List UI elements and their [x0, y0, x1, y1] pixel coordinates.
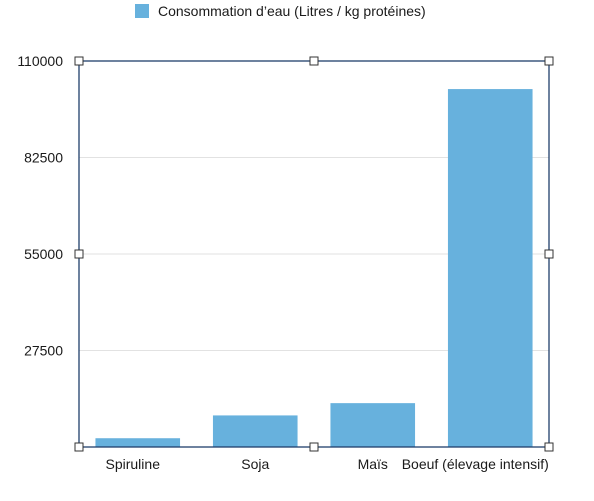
x-axis-category-labels: Spiruline Soja Maïs Boeuf (élevage intensif…: [106, 456, 549, 472]
resize-handle[interactable]: [74, 56, 84, 66]
legend-label: Consommation d’eau (Litres / kg protéine…: [158, 3, 426, 19]
y-tick-label: 110000: [17, 53, 63, 69]
bar[interactable]: [330, 403, 416, 447]
bar[interactable]: [95, 438, 181, 447]
bars: [95, 89, 533, 447]
x-category-label: Maïs: [358, 456, 388, 472]
x-category-label: Spiruline: [106, 456, 161, 472]
y-tick-label: 55000: [24, 246, 63, 262]
x-category-label: Soja: [241, 456, 269, 472]
resize-handle[interactable]: [544, 249, 554, 259]
y-axis-tick-labels: 27500 55000 82500 110000: [17, 53, 63, 359]
y-tick-label: 82500: [24, 150, 63, 166]
resize-handle[interactable]: [74, 249, 84, 259]
resize-handle[interactable]: [544, 56, 554, 66]
x-category-label: Boeuf (élevage intensif): [402, 456, 549, 472]
resize-handle[interactable]: [544, 442, 554, 452]
y-tick-label: 27500: [24, 343, 63, 359]
resize-handle[interactable]: [309, 56, 319, 66]
resize-handle[interactable]: [74, 442, 84, 452]
selection-handles[interactable]: [74, 56, 554, 452]
bar[interactable]: [447, 89, 533, 447]
bar[interactable]: [212, 415, 298, 447]
resize-handle[interactable]: [309, 442, 319, 452]
legend: Consommation d’eau (Litres / kg protéine…: [135, 3, 426, 19]
legend-swatch: [135, 4, 149, 18]
